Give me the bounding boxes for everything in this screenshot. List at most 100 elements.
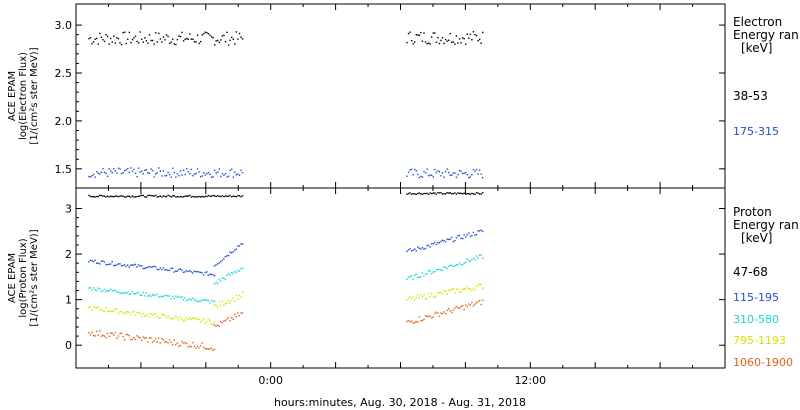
point-p1-s4-g0-13 (108, 335, 110, 338)
point-p0-s1-g0-32 (137, 167, 140, 169)
point-p1-s0-g0-16 (113, 195, 115, 198)
point-p1-s1-g0-25 (127, 264, 129, 266)
point-p1-s2-g0-45 (157, 296, 160, 298)
point-p1-s1-g2-44 (474, 234, 476, 236)
point-p1-s2-g0-19 (117, 291, 120, 293)
point-p1-s4-g2-23 (441, 312, 444, 315)
point-p0-s0-g0-51 (167, 35, 169, 38)
point-p1-s4-g1-13 (234, 313, 236, 316)
point-p1-s2-g0-67 (192, 297, 194, 299)
point-p1-s4-g0-45 (157, 337, 160, 339)
point-p1-s4-g0-52 (168, 339, 171, 341)
point-p1-s4-g0-12 (106, 332, 109, 335)
point-p1-s2-g2-46 (477, 257, 479, 259)
point-p1-s1-g0-51 (167, 269, 169, 272)
point-p1-s2-g0-22 (122, 292, 124, 294)
point-p1-s0-g0-76 (206, 195, 208, 198)
point-p1-s4-g1-16 (238, 315, 241, 317)
point-p1-s3-g0-21 (120, 310, 123, 313)
point-p1-s4-g2-26 (446, 309, 448, 312)
proton-ylabel-line3: [1/(cm²s ster MeV)] (29, 229, 40, 326)
point-p1-s1-g2-47 (478, 230, 481, 232)
point-p0-s1-g1-47 (478, 169, 481, 171)
point-p1-s3-g2-40 (468, 287, 470, 290)
point-p1-s0-g0-81 (213, 195, 216, 197)
point-p0-s0-g1-9 (420, 31, 422, 34)
point-p1-s1-g0-19 (117, 263, 120, 265)
point-p1-s3-g0-46 (159, 317, 161, 319)
proton-legend-title-2: Energy ran (733, 218, 799, 232)
point-p1-s0-g0-35 (142, 194, 144, 197)
point-p0-s0-g1-37 (463, 37, 465, 40)
point-p1-s0-g0-48 (162, 195, 165, 197)
point-p1-s4-g2-9 (420, 319, 422, 322)
point-p1-s1-g0-4 (94, 259, 96, 262)
point-p0-s0-g0-30 (134, 35, 137, 37)
point-p1-s4-g0-40 (150, 337, 152, 339)
point-p1-s2-g2-5 (414, 274, 416, 276)
point-p0-s0-g0-55 (173, 43, 176, 45)
point-p0-s1-g1-3 (410, 168, 413, 171)
point-p0-s0-g0-97 (238, 32, 241, 35)
point-p0-s0-g1-31 (454, 43, 456, 45)
point-p1-s1-g0-1 (89, 259, 92, 261)
point-p1-s2-g2-24 (443, 266, 445, 268)
point-p1-s0-g1-31 (454, 192, 456, 194)
point-p0-s1-g0-40 (150, 168, 152, 170)
point-p1-s3-g2-11 (423, 293, 425, 296)
point-p1-s4-g0-66 (190, 346, 192, 348)
point-p1-s1-g1-13 (234, 249, 236, 251)
point-p0-s1-g1-5 (414, 168, 416, 171)
point-p0-s1-g1-20 (437, 170, 439, 172)
point-p1-s3-g2-30 (452, 288, 455, 290)
point-p1-s4-g2-8 (418, 316, 421, 318)
point-p0-s1-g0-41 (151, 169, 154, 172)
point-p1-s4-g2-30 (452, 309, 455, 311)
point-p1-s3-g2-14 (427, 292, 430, 295)
point-p1-s0-g1-44 (474, 193, 476, 196)
point-p0-s1-g0-35 (142, 173, 144, 175)
point-p0-s1-g1-44 (474, 170, 476, 172)
point-p1-s0-g0-86 (221, 194, 224, 197)
point-p0-s0-g1-47 (478, 38, 481, 41)
point-p1-s0-g0-7 (99, 194, 101, 197)
point-p1-s3-g0-59 (179, 316, 182, 319)
proton-legend-title-3: [keV] (741, 231, 772, 245)
point-p1-s3-g2-21 (438, 291, 441, 294)
proton-panel-frame (75, 187, 726, 369)
point-p1-s0-g0-23 (123, 196, 126, 198)
point-p1-s1-g0-63 (185, 270, 188, 272)
proton-legend-entry-47-68: 47-68 (733, 265, 768, 279)
point-p0-s1-g1-36 (461, 172, 464, 175)
point-p1-s3-g0-44 (156, 315, 158, 317)
point-p1-s1-g0-18 (116, 264, 118, 266)
point-p1-s4-g0-9 (102, 334, 104, 337)
point-p1-s4-g0-24 (125, 333, 127, 336)
proton-ylabel-line1: ACE EPAM (7, 253, 18, 303)
point-p0-s0-g0-42 (153, 43, 155, 45)
point-p0-s1-g0-5 (96, 171, 98, 173)
point-p0-s0-g0-94 (234, 43, 236, 45)
point-p1-s0-g0-29 (133, 196, 135, 198)
point-p1-s2-g1-13 (234, 270, 236, 273)
point-p0-s1-g1-45 (475, 168, 478, 171)
point-p0-s1-g1-28 (449, 174, 451, 176)
point-p1-s1-g1-8 (226, 255, 228, 257)
point-p1-s0-g0-42 (153, 195, 155, 197)
point-p1-s1-g2-23 (441, 239, 444, 242)
point-p1-s1-g2-22 (440, 240, 442, 243)
point-p1-s3-g1-16 (238, 294, 241, 297)
point-p1-s3-g0-36 (144, 315, 146, 317)
point-p0-s0-g0-85 (220, 39, 222, 41)
point-p1-s0-g0-87 (223, 195, 225, 198)
point-p1-s4-g0-65 (188, 345, 191, 347)
point-p1-s4-g2-24 (443, 311, 445, 313)
point-p1-s0-g0-53 (170, 196, 172, 198)
point-p1-s4-g0-51 (167, 342, 169, 344)
point-p0-s1-g0-12 (106, 175, 109, 178)
point-p0-s0-g1-18 (434, 32, 436, 34)
point-p0-s1-g0-59 (179, 170, 182, 172)
point-p1-s3-g1-6 (223, 304, 225, 306)
point-p0-s0-g0-26 (128, 31, 131, 34)
point-p0-s1-g0-1 (89, 176, 92, 178)
